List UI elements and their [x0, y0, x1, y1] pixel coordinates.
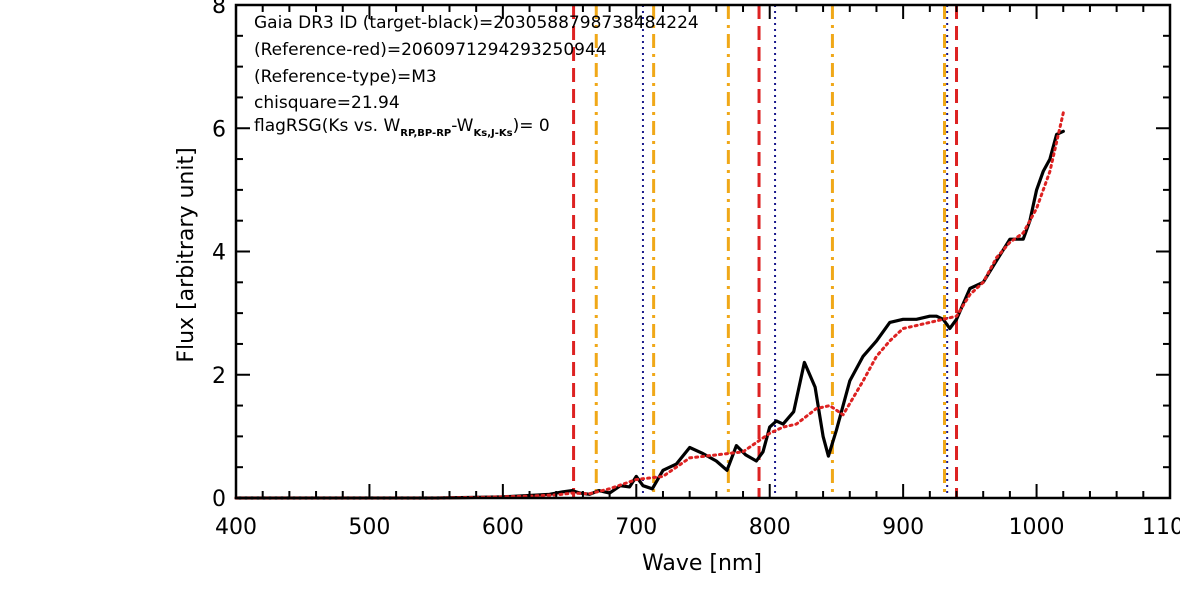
x-tick-label: 700 — [615, 515, 657, 540]
flag-text-pre: flagRSG(Ks vs. W — [254, 116, 400, 136]
flag-sub-1: RP,BP-RP — [400, 128, 451, 139]
target-spectrum-line — [234, 129, 1065, 500]
series-group — [234, 111, 1065, 500]
x-tick-label: 1000 — [1009, 515, 1065, 540]
y-tick-label: 0 — [212, 487, 226, 512]
x-tick-label: 500 — [348, 515, 390, 540]
annotation-gaia-id: Gaia DR3 ID (target-black)=2030588798738… — [254, 13, 699, 33]
annotation-reference-type: (Reference-type)=M3 — [254, 67, 437, 87]
annotation-block: Gaia DR3 ID (target-black)=2030588798738… — [254, 13, 699, 139]
annotation-chisquare: chisquare=21.94 — [254, 93, 400, 113]
annotation-reference-red: (Reference-red)=2060971294293250944 — [254, 40, 607, 60]
y-tick-label: 2 — [212, 364, 226, 389]
reference-lines-group — [572, 5, 959, 498]
x-tick-label: 800 — [749, 515, 791, 540]
y-tick-label: 6 — [212, 117, 226, 142]
y-tick-label: 4 — [212, 241, 226, 266]
x-axis-label: Wave [nm] — [642, 551, 762, 576]
x-tick-label: 900 — [882, 515, 924, 540]
flag-text-post: )= 0 — [513, 116, 550, 136]
x-tick-label: 600 — [482, 515, 524, 540]
y-tick-label: 8 — [212, 0, 226, 19]
x-tick-label: 400 — [215, 515, 257, 540]
y-axis-label: Flux [arbitrary unit] — [174, 147, 199, 362]
ticks-group — [235, 4, 1171, 499]
annotation-flag-rsg: flagRSG(Ks vs. WRP,BP-RP-WKs,J-Ks)= 0 — [254, 116, 550, 139]
flag-text-mid: -W — [451, 116, 473, 136]
reference-spectrum-line — [234, 111, 1065, 500]
flag-sub-2: Ks,J-Ks — [474, 128, 513, 139]
